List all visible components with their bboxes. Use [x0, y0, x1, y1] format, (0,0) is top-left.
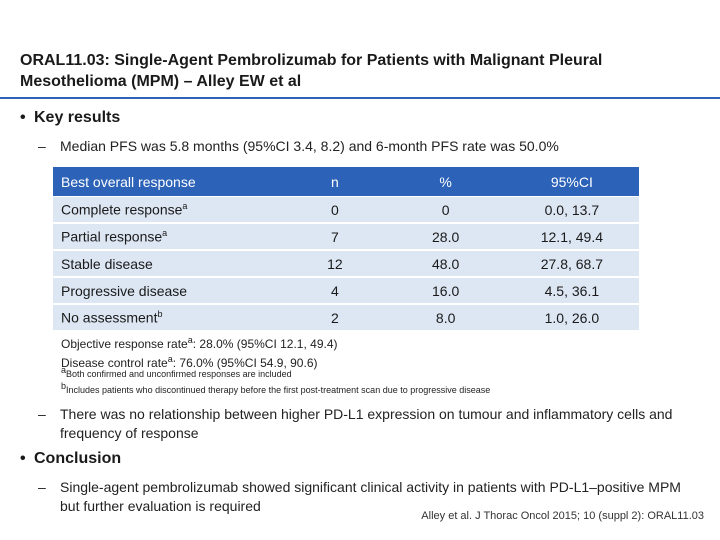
- row-label: Progressive disease: [53, 277, 284, 305]
- table-row: No assessmentb 2 8.0 1.0, 26.0: [53, 304, 639, 332]
- citation: Alley et al. J Thorac Oncol 2015; 10 (su…: [421, 510, 704, 522]
- footnote-a: aBoth confirmed and unconfirmed response…: [61, 365, 292, 379]
- pfs-text: Median PFS was 5.8 months (95%CI 3.4, 8.…: [60, 138, 559, 154]
- objective-response-rate: Objective response ratea: 28.0% (95%CI 1…: [61, 335, 338, 351]
- row-percent: 16.0: [386, 277, 505, 305]
- row-n: 12: [283, 250, 387, 278]
- conclusion-heading: • Conclusion: [20, 450, 121, 468]
- row-label: Partial responsea: [53, 223, 284, 251]
- row-n: 7: [283, 223, 387, 251]
- bullet-icon: •: [20, 109, 26, 126]
- header-percent: %: [386, 167, 505, 197]
- row-percent: 28.0: [386, 223, 505, 251]
- table-row: Stable disease 12 48.0 27.8, 68.7: [53, 250, 639, 278]
- pdl1-statement: – There was no relationship between highe…: [38, 405, 700, 443]
- row-percent: 0: [386, 196, 505, 224]
- header-95ci: 95%CI: [504, 167, 639, 197]
- table-row: Complete responsea 0 0 0.0, 13.7: [53, 196, 639, 224]
- row-n: 0: [283, 196, 387, 224]
- row-label: No assessmentb: [53, 304, 284, 332]
- table-footnotes: aBoth confirmed and unconfirmed response…: [61, 364, 490, 396]
- dash-icon: –: [38, 138, 46, 154]
- header-n: n: [283, 167, 387, 197]
- row-ci: 4.5, 36.1: [504, 277, 639, 305]
- title-divider: [0, 97, 720, 99]
- footnote-b: bIncludes patients who discontinued ther…: [61, 381, 491, 395]
- row-n: 4: [283, 277, 387, 305]
- disease-control-rate: Disease control ratea: 76.0% (95%CI 54.9…: [61, 354, 318, 370]
- key-results-heading: • Key results: [20, 109, 120, 127]
- conclusion-statement: – Single-agent pembrolizumab showed signi…: [38, 478, 690, 516]
- conclusion-text: Single-agent pembrolizumab showed signif…: [60, 479, 681, 514]
- response-table: Best overall response n % 95%CI Complete…: [53, 167, 639, 332]
- pdl1-text: There was no relationship between higher…: [60, 406, 673, 441]
- row-ci: 12.1, 49.4: [504, 223, 639, 251]
- key-results-label: Key results: [34, 109, 121, 126]
- table-header-row: Best overall response n % 95%CI: [53, 167, 639, 197]
- row-label: Stable disease: [53, 250, 284, 278]
- conclusion-label: Conclusion: [34, 450, 122, 467]
- table-row: Progressive disease 4 16.0 4.5, 36.1: [53, 277, 639, 305]
- slide-title: ORAL11.03: Single-Agent Pembrolizumab fo…: [20, 52, 603, 90]
- table-row: Partial responsea 7 28.0 12.1, 49.4: [53, 223, 639, 251]
- response-rate-notes: Objective response ratea: 28.0% (95%CI 1…: [61, 333, 338, 371]
- row-ci: 1.0, 26.0: [504, 304, 639, 332]
- row-ci: 0.0, 13.7: [504, 196, 639, 224]
- pfs-statement: – Median PFS was 5.8 months (95%CI 3.4, 8…: [38, 137, 559, 156]
- header-best-overall-response: Best overall response: [53, 167, 284, 197]
- dash-icon: –: [38, 479, 46, 495]
- row-label: Complete responsea: [53, 196, 284, 224]
- dash-icon: –: [38, 406, 46, 422]
- row-n: 2: [283, 304, 387, 332]
- row-ci: 27.8, 68.7: [504, 250, 639, 278]
- row-percent: 8.0: [386, 304, 505, 332]
- row-percent: 48.0: [386, 250, 505, 278]
- bullet-icon: •: [20, 450, 26, 467]
